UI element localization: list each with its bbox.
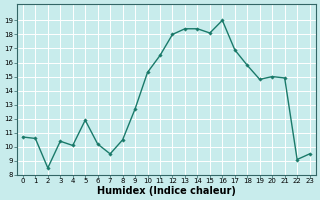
X-axis label: Humidex (Indice chaleur): Humidex (Indice chaleur) — [97, 186, 236, 196]
